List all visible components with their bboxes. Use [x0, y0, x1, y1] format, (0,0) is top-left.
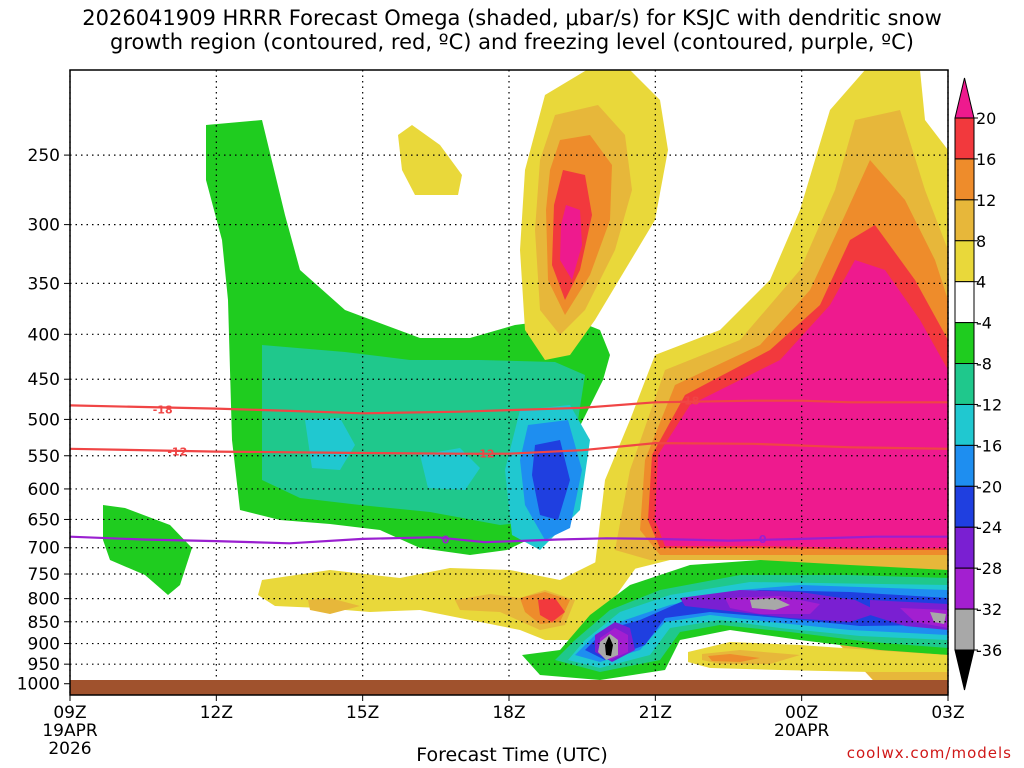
x-tick-date-label: 19APR: [42, 721, 98, 741]
y-tick-label: 300: [28, 216, 60, 236]
colorbar-label: -20: [976, 477, 1002, 496]
colorbar-bin: [954, 444, 975, 487]
credit-text: coolwx.com/models: [846, 744, 1012, 762]
colorbar-label: -8: [976, 355, 992, 374]
y-tick-label: 950: [28, 655, 60, 675]
omega-region-neg-left: [103, 505, 192, 595]
y-tick-label: 550: [28, 447, 60, 467]
omega-region-neg-24: [532, 440, 570, 520]
colorbar-label: 12: [976, 191, 996, 210]
colorbar-label: 16: [976, 150, 996, 169]
contour-label: 0: [759, 533, 767, 546]
x-tick-label: 12Z: [200, 703, 233, 723]
colorbar-bin: [954, 281, 975, 324]
y-tick-label: 400: [28, 325, 60, 345]
contour-label: -18: [680, 395, 700, 408]
colorbar-bin: [954, 240, 975, 283]
contour-line: [69, 535, 948, 545]
omega-region-pos-12-lower-right: [708, 654, 760, 662]
colorbar-bin: [954, 567, 975, 610]
omega-region-neg-lower-black: [605, 636, 613, 656]
y-tick-label: 350: [28, 274, 60, 294]
colorbar-label: -4: [976, 314, 992, 333]
y-tick-label: 500: [28, 410, 60, 430]
y-tick-label: 800: [28, 590, 60, 610]
contour-label: -18: [153, 403, 173, 416]
colorbar: 20 16 12 8 4 -4 -8 -12 -16 -20 -24 -28 -32 -36: [954, 77, 1002, 691]
colorbar-label: -36: [976, 641, 1002, 660]
x-tick-date-label: 2026: [48, 739, 91, 759]
colorbar-bin: [954, 158, 975, 201]
surface-strip: [70, 680, 948, 695]
omega-region-neg-12: [262, 345, 585, 525]
colorbar-bin: [954, 199, 975, 242]
y-axis-pressure: 2503003504004505005506006507007508008509…: [17, 146, 70, 695]
y-tick-label: 750: [28, 565, 60, 585]
y-tick-label: 900: [28, 635, 60, 655]
colorbar-bin: [954, 526, 975, 569]
omega-region-pos-4-small: [398, 125, 462, 195]
colorbar-label: -32: [976, 600, 1002, 619]
contour-line: [69, 399, 948, 415]
omega-region-neg-16a: [305, 418, 355, 470]
colorbar-label: -24: [976, 518, 1002, 537]
y-tick-label: 450: [28, 370, 60, 390]
contour-label: 0: [442, 533, 450, 546]
colorbar-bin: [954, 363, 975, 405]
colorbar-label: -12: [976, 395, 1002, 414]
x-tick-label: 03Z: [931, 703, 964, 723]
y-tick-label: 850: [28, 613, 60, 633]
x-tick-label: 09Z: [53, 703, 86, 723]
colorbar-bin: [954, 403, 975, 446]
colorbar-bin: [954, 322, 975, 365]
colorbar-label: 8: [976, 232, 986, 251]
omega-region-pos-20-upper-mid: [560, 205, 582, 280]
contour-label: -12: [475, 448, 495, 461]
y-tick-label: 700: [28, 539, 60, 559]
y-tick-label: 650: [28, 510, 60, 530]
colorbar-bin: [954, 485, 975, 528]
colorbar-label: 4: [976, 273, 986, 292]
colorbar-bottom-arrow: [954, 649, 975, 691]
omega-region-pos-8-lower-a: [308, 598, 360, 614]
contour-label: -12: [167, 446, 187, 459]
colorbar-label: -28: [976, 559, 1002, 578]
omega-region-neg-16b: [420, 448, 480, 490]
omega-region-neg-lower-gray-b: [930, 612, 946, 624]
x-axis-title: Forecast Time (UTC): [416, 744, 608, 766]
omega-shading: [103, 70, 948, 695]
colorbar-bin: [954, 608, 975, 651]
omega-region-pos-20-right: [655, 260, 948, 548]
x-tick-label: 21Z: [639, 703, 672, 723]
chart-title: 2026041909 HRRR Forecast Omega (shaded, …: [82, 6, 942, 54]
y-tick-label: 600: [28, 480, 60, 500]
x-tick-label: 18Z: [492, 703, 525, 723]
colorbar-label: 20: [976, 109, 996, 128]
y-tick-label: 1000: [17, 675, 60, 695]
x-tick-label: 00Z: [785, 703, 818, 723]
colorbar-bin: [954, 117, 975, 160]
omega-region-pos-16-lower: [538, 598, 565, 622]
colorbar-label: -16: [976, 436, 1002, 455]
x-tick-label: 15Z: [346, 703, 379, 723]
y-tick-label: 250: [28, 146, 60, 166]
x-tick-date-label: 20APR: [774, 721, 830, 741]
temperature-contours: -18 -18 -12 -12 0 0: [69, 395, 949, 546]
colorbar-top-arrow: [954, 77, 975, 119]
omega-region-neg-lower-gray-a: [750, 598, 790, 610]
contour-line: [69, 441, 949, 455]
